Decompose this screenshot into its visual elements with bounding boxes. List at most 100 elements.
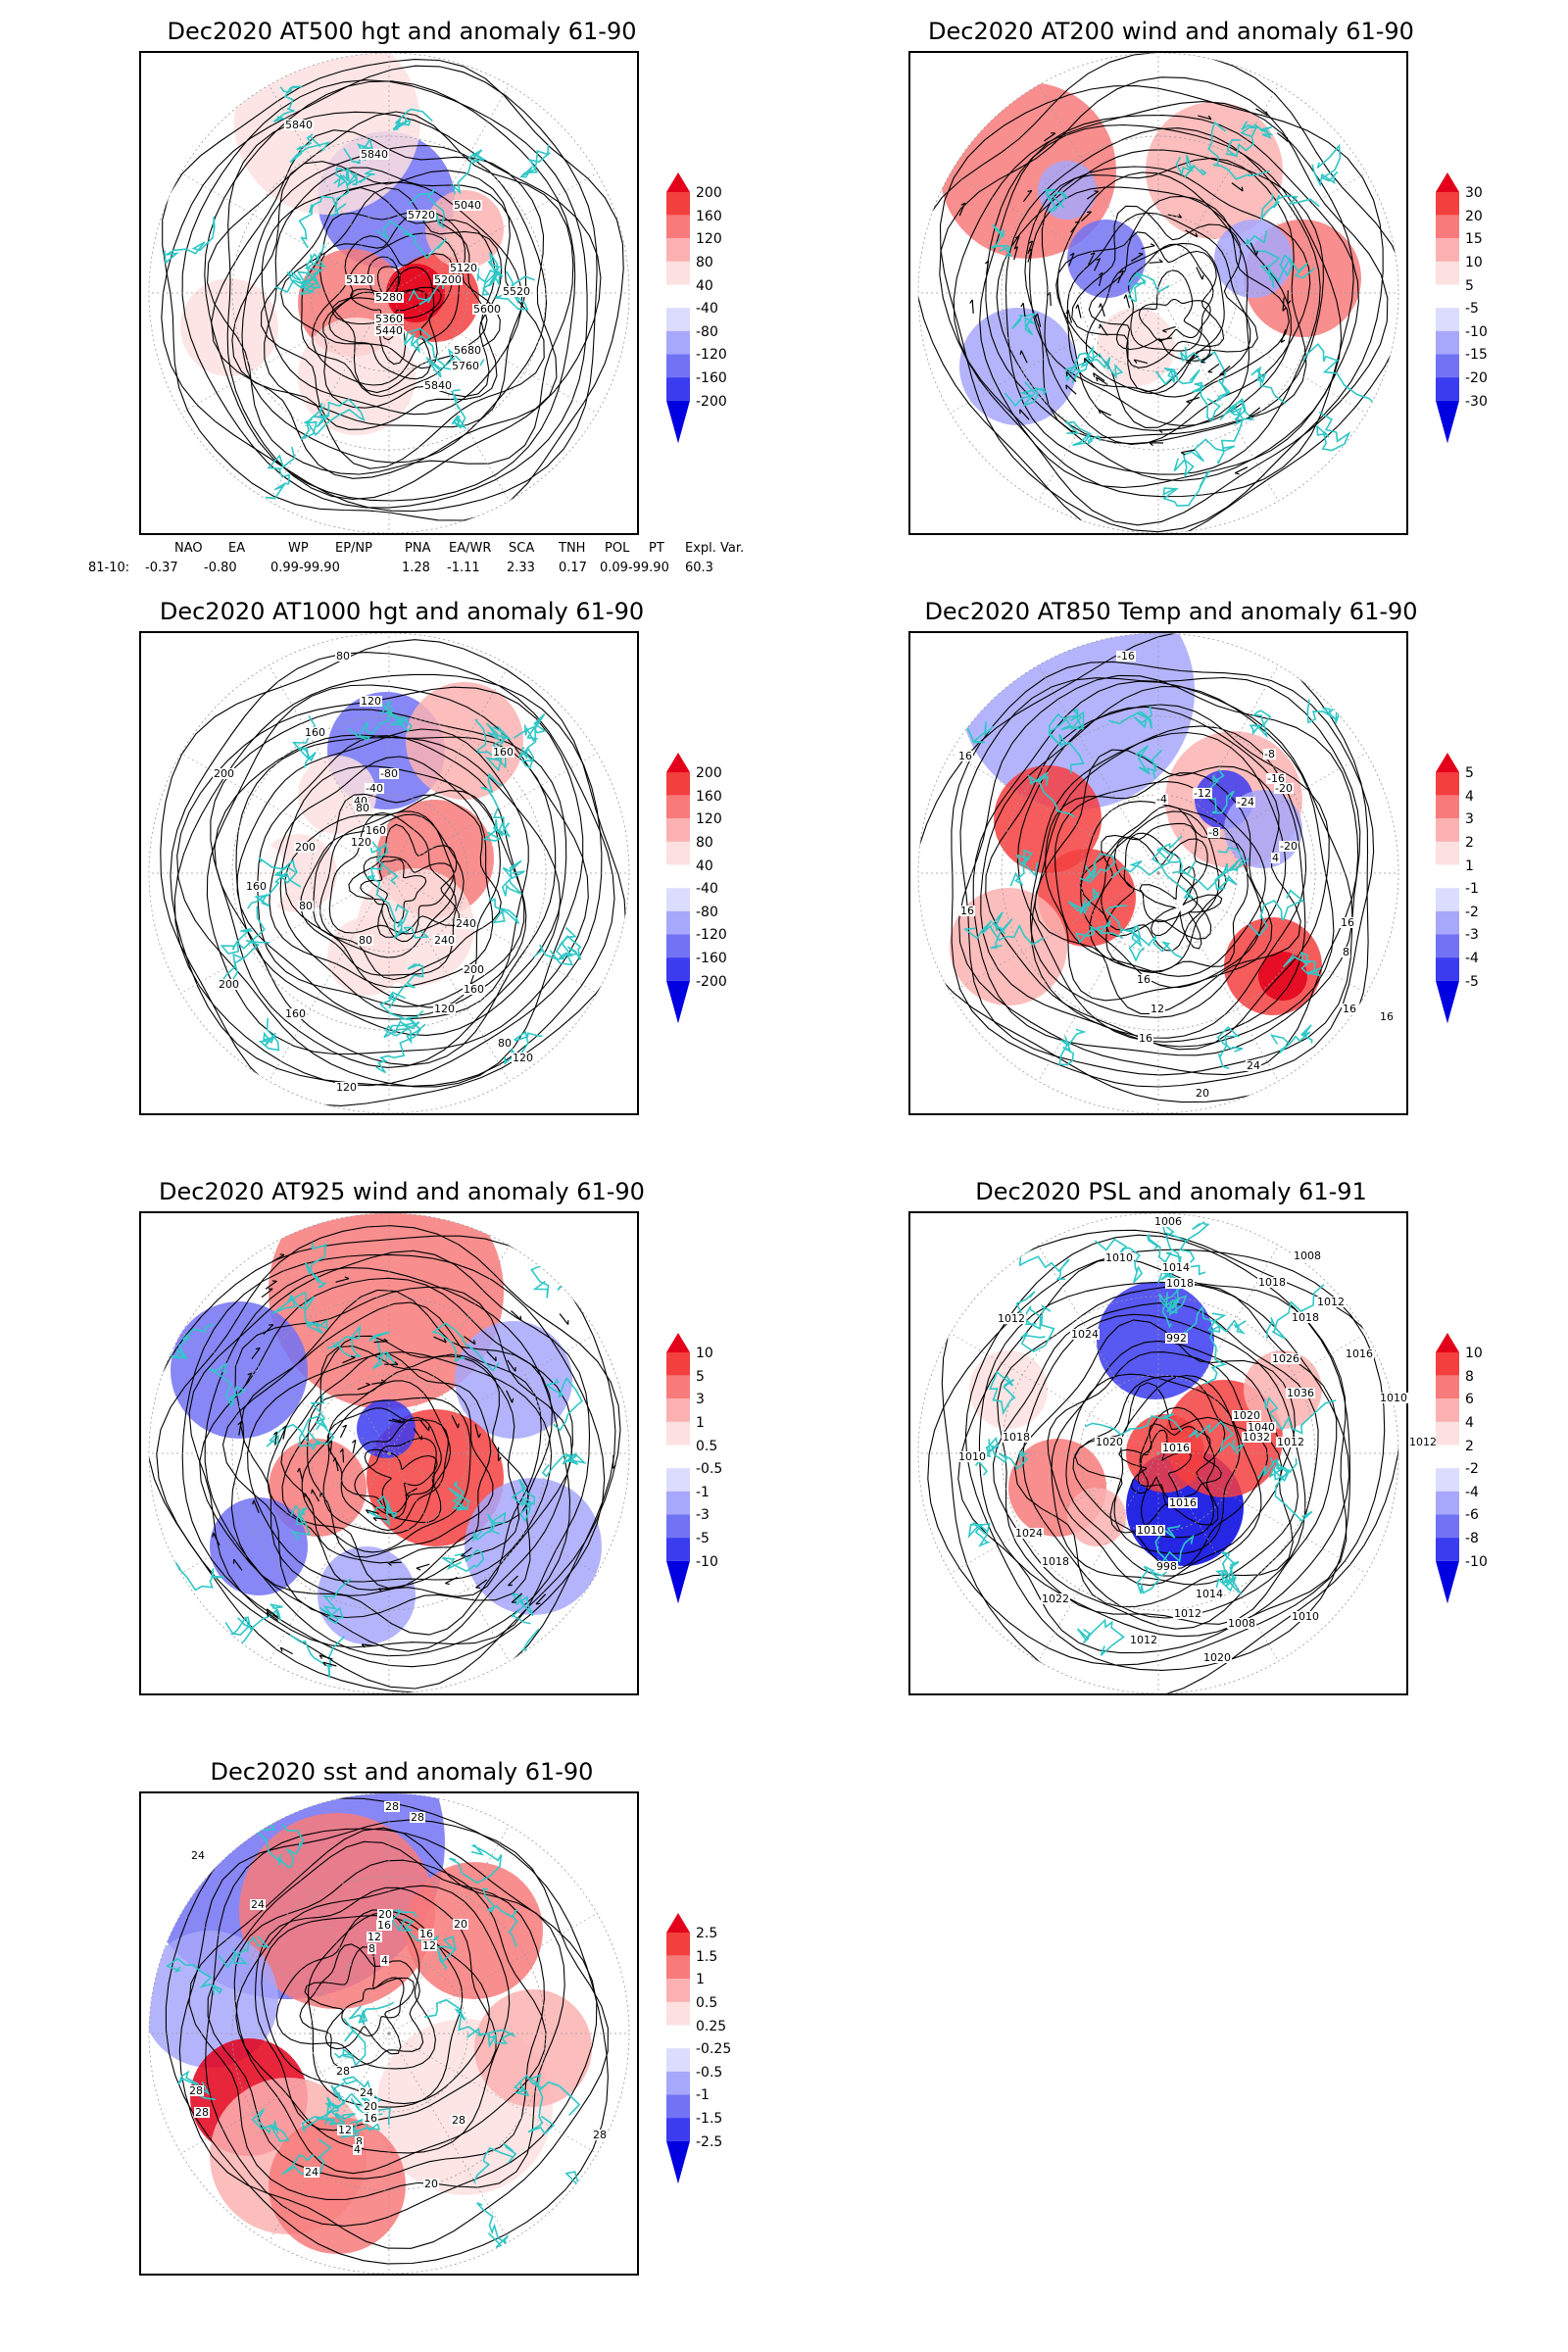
meridian-line — [180, 1452, 390, 1574]
panel-title: Dec2020 AT925 wind and anomaly 61-90 — [159, 1178, 645, 1205]
wind-arrow — [486, 1350, 497, 1362]
coastline — [1263, 1396, 1337, 1435]
anomaly-patch — [357, 1399, 416, 1458]
meridian-line — [1157, 1452, 1279, 1662]
coastline — [1316, 411, 1351, 452]
coastline — [474, 718, 512, 772]
wind-arrow — [237, 1421, 242, 1436]
contour-label: 1032 — [1242, 1431, 1271, 1444]
wind-arrow — [1117, 270, 1124, 284]
colorbar-label: 200 — [696, 185, 722, 201]
coastline — [224, 1603, 283, 1637]
colorbar: 30 20 15 10 5 -5 -10 -15 -20 -30 — [1436, 172, 1514, 466]
meridian-line — [1038, 1452, 1159, 1662]
colorbar-swatch — [1436, 910, 1459, 935]
anomaly-patch — [994, 765, 1102, 873]
contour-line — [1138, 298, 1211, 341]
contour-label: 120 — [335, 1081, 358, 1094]
contour-label: 1016 — [1161, 1442, 1191, 1454]
contour-label: 160 — [463, 983, 485, 996]
tc-header: NAO — [174, 541, 203, 556]
contour-line — [1089, 810, 1220, 972]
wind-arrow — [1047, 291, 1052, 307]
colorbar-swatch — [1436, 172, 1459, 192]
coastline — [482, 819, 512, 842]
coastline — [1302, 343, 1396, 416]
meridian-line — [1038, 872, 1159, 1082]
wind-arrow — [1231, 182, 1244, 192]
colorbar-swatch — [666, 308, 690, 331]
coastline — [1004, 381, 1047, 408]
contour-label: 16 — [1340, 916, 1355, 929]
contour-line — [188, 1250, 591, 1648]
wind-arrow — [1022, 189, 1033, 203]
wind-arrow — [1149, 442, 1164, 447]
colorbar-swatch — [666, 1933, 690, 1956]
contour-label: 8 — [368, 1942, 376, 1955]
panel-psl: Dec2020 PSL and anomaly 61-91 1006 1008 101… — [906, 1178, 1488, 1697]
coastline — [368, 1494, 398, 1527]
colorbar-swatch — [1436, 1560, 1459, 1604]
colorbar-label: -2 — [1465, 1461, 1479, 1478]
meridian-line — [180, 292, 390, 414]
panel-at850: Dec2020 AT850 Temp and anomaly 61-90 -16 1… — [906, 598, 1479, 1117]
wind-arrow — [1068, 252, 1075, 267]
coastline — [967, 1522, 991, 1547]
colorbar-swatch — [666, 377, 690, 401]
coastline — [1154, 368, 1200, 386]
meridian-line — [1157, 753, 1367, 874]
wind-arrow — [451, 1415, 460, 1429]
coastline — [375, 220, 447, 260]
colorbar-swatch — [1436, 330, 1459, 355]
contour-label: 1020 — [1232, 1409, 1261, 1422]
meridian-line — [180, 753, 390, 874]
contour-label: 5280 — [374, 291, 404, 304]
colorbar: 2.5 1.5 1 0.5 0.25 -0.25 -0.5 -1 -1.5 -2.5 — [666, 1913, 745, 2207]
colorbar-label: -10 — [1465, 1553, 1488, 1570]
coastline — [1146, 1234, 1182, 1270]
coastline — [1027, 771, 1075, 818]
meridian-line — [950, 172, 1159, 294]
anomaly-patch — [474, 1989, 592, 2107]
wind-arrow — [559, 1313, 569, 1325]
contour-label: 20 — [363, 2100, 378, 2113]
wind-arrow — [373, 1338, 388, 1344]
coastline — [301, 2096, 339, 2132]
contour-line — [992, 1302, 1319, 1630]
contour-label: 160 — [245, 880, 268, 893]
wind-arrow — [1157, 337, 1172, 343]
colorbar-label: 2 — [1465, 834, 1474, 851]
contour-label: 1012 — [1173, 1607, 1202, 1620]
wind-arrow — [212, 1532, 220, 1545]
contour-label: 1010 — [1104, 1251, 1134, 1264]
coastline — [1192, 381, 1221, 422]
wind-arrow — [612, 1454, 616, 1469]
wind-arrow — [1065, 384, 1077, 395]
colorbar-label: -3 — [1465, 927, 1479, 944]
meridian-line — [269, 2033, 390, 2242]
wind-arrow — [969, 299, 974, 314]
contour-line — [319, 210, 501, 394]
contour-line — [176, 686, 584, 1088]
contour-label: 120 — [433, 1003, 456, 1015]
coastline — [1128, 925, 1183, 959]
colorbar-swatch — [1436, 400, 1459, 444]
contour-line — [181, 1253, 606, 1668]
coastline — [448, 1481, 470, 1511]
coastline — [990, 223, 1012, 258]
coastline — [384, 1019, 426, 1045]
contour-line — [319, 810, 456, 958]
contour-label: 1018 — [1291, 1311, 1320, 1324]
wind-arrow — [1162, 325, 1176, 333]
contour-label: 1026 — [1271, 1352, 1300, 1365]
contour-label: 5120 — [345, 273, 374, 286]
contour-line — [363, 856, 455, 943]
coastline — [565, 99, 590, 127]
wind-arrow — [365, 1509, 379, 1515]
coastline — [1215, 1560, 1243, 1595]
contour-label: 20 — [377, 1908, 393, 1921]
contour-label: 1018 — [1041, 1555, 1070, 1568]
meridian-line — [388, 1452, 510, 1662]
colorbar-swatch — [1436, 1375, 1459, 1399]
panel-title: Dec2020 PSL and anomaly 61-91 — [975, 1178, 1367, 1205]
